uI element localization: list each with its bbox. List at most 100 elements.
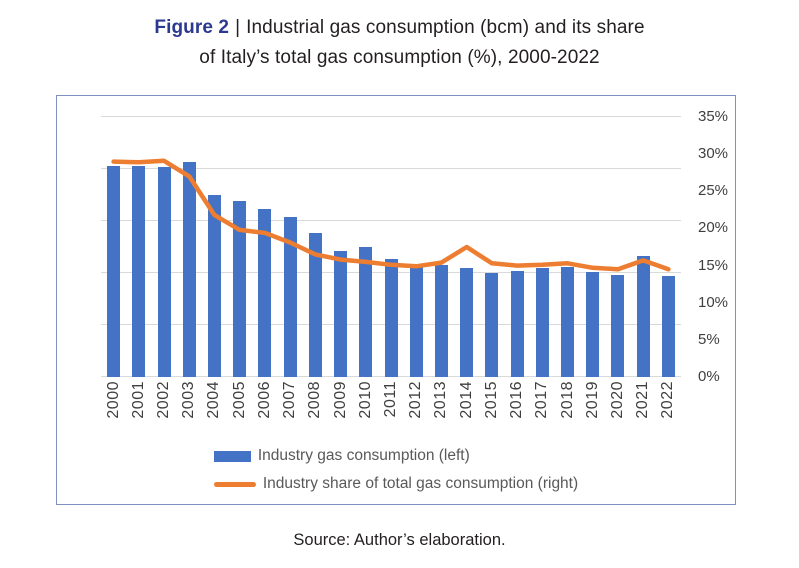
x-cell-2021: 2021: [631, 381, 656, 443]
x-label-2022: 2022: [659, 381, 677, 419]
y-tick-25: 25%: [698, 182, 729, 200]
source-note: Source: Author’s elaboration.: [293, 531, 506, 549]
chart-box: 35% 30% 25% 20% 15% 10% 5% 0% 2000 2001 2002 2003 2…: [56, 95, 736, 505]
x-cell-2020: 2020: [605, 381, 630, 443]
legend-bar-label: Industry gas consumption (left): [257, 447, 470, 464]
legend-line-swatch-icon: [213, 481, 256, 487]
bar-2018: [561, 266, 575, 377]
bar-2022: [661, 276, 675, 377]
share-line: [111, 158, 671, 272]
bar-2021: [636, 256, 650, 377]
y-tick-15: 15%: [698, 256, 729, 274]
x-cell-2018: 2018: [555, 381, 580, 443]
figure-label: Figure 2: [154, 17, 230, 38]
figure-title-text-line2: of Italy’s total gas consumption (%), 20…: [199, 47, 600, 68]
bar-2016: [510, 270, 524, 377]
x-label-2019: 2019: [583, 381, 601, 419]
figure-title-line1: Figure 2 | Industrial gas consumption (bcm…: [0, 13, 799, 43]
x-label-2001: 2001: [129, 381, 147, 419]
bar-2014: [460, 267, 474, 377]
x-cell-2001: 2001: [126, 381, 151, 443]
x-label-2000: 2000: [104, 381, 122, 419]
right-axis: 35% 30% 25% 20% 15% 10% 5% 0%: [689, 108, 735, 385]
legend-items: Industry gas consumption (left) Industry…: [213, 447, 579, 493]
bar-2004: [207, 195, 221, 377]
x-label-2020: 2020: [608, 381, 626, 419]
x-label-2013: 2013: [432, 381, 450, 419]
legend-item-bars: Industry gas consumption (left): [213, 447, 470, 465]
x-label-2009: 2009: [331, 381, 349, 419]
x-label-2014: 2014: [457, 381, 475, 419]
x-cell-2012: 2012: [404, 381, 429, 443]
x-label-2005: 2005: [230, 381, 248, 419]
x-cell-2009: 2009: [328, 381, 353, 443]
x-label-2012: 2012: [407, 381, 425, 419]
y-tick-30: 30%: [698, 145, 729, 163]
gridline-15: [101, 220, 681, 221]
x-cell-2015: 2015: [479, 381, 504, 443]
y-tick-0: 0%: [698, 368, 720, 385]
bar-2001: [132, 165, 146, 377]
share-line-layer: [111, 158, 671, 272]
x-label-2003: 2003: [180, 381, 198, 419]
y-tick-35: 35%: [698, 108, 729, 125]
x-label-2018: 2018: [558, 381, 576, 419]
gridline-20: [101, 168, 681, 169]
x-cell-2019: 2019: [580, 381, 605, 443]
bar-2017: [535, 267, 549, 377]
x-label-2002: 2002: [155, 381, 173, 419]
legend-bar-swatch-icon: [213, 450, 251, 462]
legend: Industry gas consumption (left) Industry…: [57, 447, 735, 493]
bar-2006: [258, 208, 272, 377]
gridline-25: [101, 116, 681, 117]
bar-2007: [283, 216, 297, 377]
x-cell-2010: 2010: [353, 381, 378, 443]
bar-2000: [107, 165, 121, 377]
bar-2015: [485, 273, 499, 377]
x-label-2017: 2017: [533, 381, 551, 419]
figure-title-text-line1: Industrial gas consumption (bcm) and its…: [246, 17, 645, 38]
bar-2002: [157, 166, 171, 377]
x-cell-2017: 2017: [530, 381, 555, 443]
x-label-2021: 2021: [634, 381, 652, 419]
bar-2009: [334, 251, 348, 377]
x-label-2016: 2016: [508, 381, 526, 419]
x-cell-2004: 2004: [202, 381, 227, 443]
x-cell-2002: 2002: [151, 381, 176, 443]
x-cell-2003: 2003: [177, 381, 202, 443]
x-label-2007: 2007: [281, 381, 299, 419]
bar-2003: [182, 161, 196, 377]
x-label-2006: 2006: [255, 381, 273, 419]
y-tick-10: 10%: [698, 293, 729, 311]
legend-line-label: Industry share of total gas consumption …: [262, 475, 579, 492]
x-label-2011: 2011: [382, 381, 400, 418]
x-cell-2007: 2007: [278, 381, 303, 443]
x-label-2015: 2015: [482, 381, 500, 419]
x-cell-2016: 2016: [505, 381, 530, 443]
bar-2013: [434, 264, 448, 377]
x-cell-2013: 2013: [429, 381, 454, 443]
figure-title: Figure 2 | Industrial gas consumption (bcm…: [0, 13, 799, 73]
y-tick-20: 20%: [698, 219, 729, 237]
x-cell-2008: 2008: [303, 381, 328, 443]
x-cell-2011: 2011: [378, 381, 403, 443]
bar-2019: [586, 271, 600, 377]
bar-2005: [233, 201, 247, 377]
figure-title-separator: |: [235, 17, 241, 38]
x-cell-2022: 2022: [656, 381, 681, 443]
x-cell-2006: 2006: [252, 381, 277, 443]
x-label-2008: 2008: [306, 381, 324, 419]
bar-2011: [384, 259, 398, 377]
x-cell-2000: 2000: [101, 381, 126, 443]
plot-area: [101, 116, 681, 377]
bar-2010: [359, 247, 373, 377]
x-label-2004: 2004: [205, 381, 223, 419]
y-tick-5: 5%: [698, 330, 720, 348]
x-cell-2014: 2014: [454, 381, 479, 443]
bar-2008: [308, 233, 322, 377]
x-cell-2005: 2005: [227, 381, 252, 443]
x-axis: 2000 2001 2002 2003 2004 2005 2006 2007 2008 2009…: [101, 381, 681, 443]
x-label-2010: 2010: [356, 381, 374, 419]
bar-2020: [611, 275, 625, 377]
